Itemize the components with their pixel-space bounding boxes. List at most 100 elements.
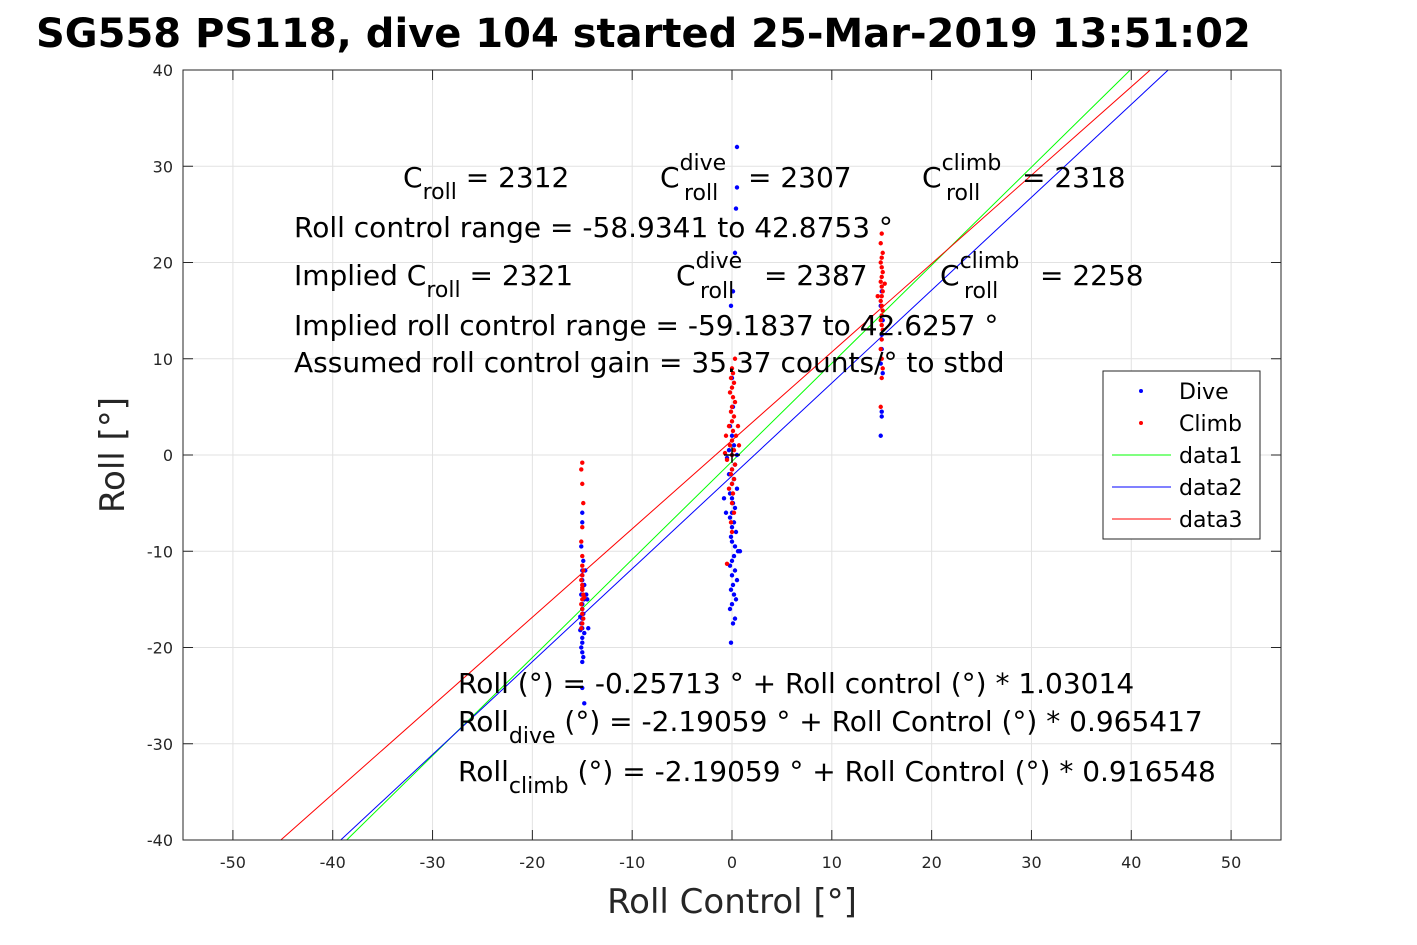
climb-point: [733, 433, 739, 438]
dive-point: [580, 635, 585, 641]
annotation-c-roll-climb-value: = 2318: [1022, 161, 1126, 194]
climb-point: [579, 626, 584, 631]
x-axis-label: Roll Control [°]: [607, 882, 857, 922]
climb-point: [729, 467, 735, 472]
climb-point: [879, 284, 884, 289]
dive-point: [727, 606, 733, 612]
climb-point: [729, 500, 735, 506]
dive-point: [732, 568, 738, 573]
annotation-implied-c-roll-dive: Cdive: [676, 249, 742, 292]
climb-point: [730, 370, 736, 376]
climb-point: [728, 409, 734, 414]
climb-point: [581, 500, 586, 506]
climb-point: [580, 573, 585, 578]
climb-point: [879, 375, 884, 381]
dive-point: [721, 496, 727, 501]
climb-point: [736, 443, 742, 448]
climb-point: [879, 293, 884, 299]
legend-data2-label: data2: [1179, 476, 1243, 501]
climb-point: [880, 250, 885, 256]
dive-point: [728, 534, 734, 540]
dive-point: [729, 539, 735, 544]
climb-point: [880, 269, 885, 275]
climb-points: [579, 231, 887, 631]
climb-point: [879, 265, 884, 270]
annotation-implied-c-roll-dive-sub: roll: [700, 279, 734, 304]
climb-point: [730, 491, 736, 496]
y-axis-ticks: -40 -30 -20 -10 0 10 20 30 40: [147, 61, 1281, 850]
annotation-c-roll-climb: Cclimb: [922, 151, 1001, 194]
dive-point: [878, 361, 883, 366]
climb-point: [730, 395, 736, 400]
dive-point: [580, 640, 585, 645]
climb-point: [580, 563, 585, 568]
origin-marker: [724, 447, 740, 463]
dive-point: [729, 558, 735, 564]
annotation-c-roll-dive-sub: roll: [684, 181, 718, 206]
dive-point: [728, 640, 734, 645]
y-tick-label: 10: [153, 350, 173, 369]
dive-point: [580, 520, 585, 525]
dive-point: [732, 250, 738, 256]
annotation-c-roll-climb-sub: roll: [946, 181, 980, 206]
climb-point: [879, 356, 884, 361]
climb-point: [879, 322, 884, 328]
climb-point: [726, 423, 732, 429]
x-tick-label: 30: [1021, 853, 1041, 872]
climb-point: [580, 606, 585, 612]
climb-point: [579, 577, 584, 583]
climb-point: [878, 241, 883, 246]
annotation-implied-c-roll-climb-sub: roll: [964, 279, 998, 304]
dive-point: [734, 144, 740, 150]
climb-point: [729, 404, 735, 410]
dive-point: [726, 447, 732, 453]
dive-point: [732, 505, 738, 511]
climb-point: [878, 298, 883, 304]
climb-point: [581, 568, 586, 573]
climb-point: [729, 529, 735, 535]
dive-point: [733, 597, 739, 602]
climb-point: [731, 414, 737, 419]
climb-point: [579, 601, 584, 607]
dive-point: [737, 549, 743, 554]
y-tick-label: 40: [153, 61, 173, 80]
fit-line-data2: [340, 69, 1169, 841]
legend-data1-label: data1: [1179, 444, 1243, 469]
dive-point: [734, 577, 740, 583]
climb-point: [879, 255, 884, 260]
y-tick-label: 20: [153, 254, 173, 273]
climb-point: [731, 510, 737, 515]
x-tick-label: -50: [220, 853, 246, 872]
annotation-fit: Roll (°) = -0.25713 ° + Roll control (°)…: [458, 667, 1134, 700]
annotation-implied-c-roll-climb: Cclimb: [940, 249, 1019, 292]
climb-point: [728, 375, 734, 381]
x-tick-label: 0: [727, 853, 737, 872]
dive-point: [729, 496, 735, 501]
annotation-fit-climb: Rollclimb (°) = -2.19059 ° + Roll Contro…: [458, 755, 1216, 799]
dive-point: [879, 414, 884, 419]
climb-point: [731, 380, 737, 386]
annotation-implied-range: Implied roll control range = -59.1837 to…: [294, 309, 998, 342]
climb-point: [880, 327, 885, 333]
climb-point: [727, 443, 733, 448]
climb-point: [882, 281, 887, 286]
climb-point: [724, 457, 730, 463]
climb-point: [580, 553, 585, 559]
y-tick-label: 30: [153, 157, 173, 176]
annotation-c-roll: Croll = 2312: [403, 161, 569, 205]
dive-point: [879, 409, 884, 414]
legend-climb-label: Climb: [1179, 412, 1242, 437]
x-axis-ticks: -50 -40 -30 -20 -10 0 10 20 30 40 50: [220, 70, 1241, 872]
dive-point: [582, 630, 587, 636]
climb-point: [880, 308, 885, 313]
climb-point: [729, 366, 735, 371]
dive-point: [880, 370, 885, 376]
climb-point: [878, 318, 883, 323]
y-tick-label: 0: [163, 446, 173, 465]
dive-point: [728, 303, 734, 309]
y-tick-label: -20: [147, 639, 173, 658]
y-axis-label: Roll [°]: [93, 397, 133, 513]
climb-point: [580, 621, 585, 626]
climb-point: [724, 561, 730, 566]
annotation-implied-c-roll-dive-value: = 2387: [764, 259, 868, 292]
